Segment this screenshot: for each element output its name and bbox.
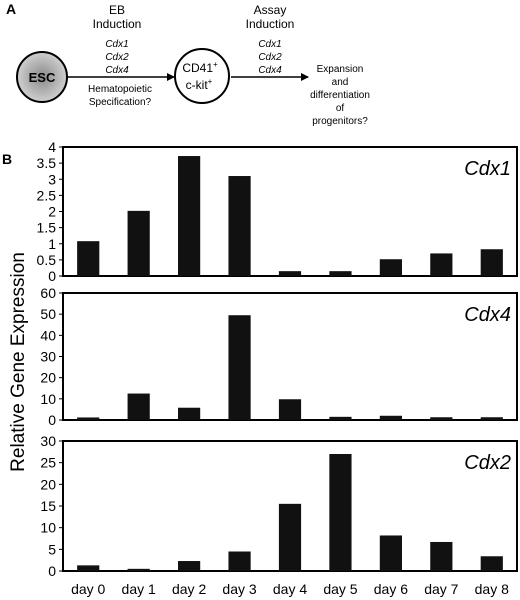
assay-gene-cdx2: Cdx2 [258,52,282,63]
eb-gene-cdx1: Cdx1 [105,39,128,50]
bar-day-7 [430,417,453,420]
bar-day-7 [430,541,453,571]
panel-b: B Relative Gene Expression [2,151,29,472]
progenitor-cell-shape [174,48,230,104]
bar-day-0 [77,241,100,276]
x-tick-label: day 7 [424,581,458,597]
cell-marker-cd41: CD41+ [182,60,218,75]
y-tick-label: 40 [40,327,56,343]
eb-note-line2: Specification? [89,97,152,108]
y-tick-label: 2 [48,204,56,220]
bar-charts: 00.511.522.533.54Cdx10102030405060Cdx405… [37,139,518,597]
bar-day-6 [379,415,402,420]
y-tick-label: 1 [48,236,56,252]
assay-gene-cdx1: Cdx1 [258,39,281,50]
bar-day-5 [329,454,352,571]
panel-a: A ESC EB Induction Cdx1 Cdx2 Cdx4 Hemato… [6,1,370,127]
y-tick-label: 2.5 [37,187,57,203]
bar-day-2 [178,561,201,571]
bar-day-3 [228,551,251,571]
chart-title: Cdx2 [464,452,511,474]
y-tick-label: 50 [40,306,56,322]
bar-day-8 [480,249,503,276]
bar-day-8 [480,556,503,571]
esc-label: ESC [29,70,56,85]
outcome-line2: and [332,77,349,88]
bar-day-6 [379,259,402,276]
chart-title: Cdx4 [464,304,511,326]
bar-day-4 [278,503,302,571]
bar-day-0 [77,417,100,420]
bar-day-2 [178,156,201,276]
assay-gene-cdx4: Cdx4 [258,65,282,76]
chart-cdx2: 0 5 10 15 20 25 30 Cdx2 day 0 day 1 day 2 day 3 day … [40,433,518,597]
chart-cdx4: 0 10 20 30 40 50 60 Cdx4 [40,285,518,428]
x-tick-label: day 3 [222,581,256,597]
y-tick-label: 25 [40,455,56,471]
x-tick-label: day 5 [323,581,357,597]
bar-day-1 [127,568,150,571]
eb-title-line1: EB [109,3,125,17]
chart-cdx1: 00.511.522.533.54 Cdx1 [37,139,518,284]
chart-title: Cdx1 [464,158,511,180]
bar-day-5 [329,416,352,420]
y-tick-label: 0.5 [37,252,57,268]
y-tick-label: 15 [40,498,56,514]
bar-day-0 [77,565,100,571]
y-tick-label: 0 [48,268,56,284]
y-tick-label: 0 [48,563,56,579]
eb-note-line1: Hematopoietic [88,84,152,95]
y-tick-label: 3.5 [37,155,57,171]
panel-a-label: A [6,1,16,17]
esc-cell-shape [16,51,68,103]
outcome-line3: differentiation [310,90,370,101]
y-tick-label: 20 [40,476,56,492]
y-tick-label: 10 [40,520,56,536]
y-tick-label: 30 [40,349,56,365]
x-tick-label: day 6 [374,581,408,597]
cell-marker-ckit: c-kit+ [186,77,213,92]
eb-gene-cdx4: Cdx4 [105,65,129,76]
y-tick-label: 5 [48,541,56,557]
x-tick-label: day 4 [273,581,307,597]
y-tick-label: 0 [48,412,56,428]
assay-title-line2: Induction [246,17,295,31]
y-tick-label: 1.5 [37,220,57,236]
y-tick-label: 4 [48,139,56,155]
x-tick-label: day 8 [475,581,509,597]
outcome-line4: of [336,103,345,114]
bar-day-8 [480,417,503,420]
y-tick-label: 30 [40,433,56,449]
y-axis-label: Relative Gene Expression [8,252,29,472]
bar-day-4 [278,399,302,420]
panel-b-label: B [2,151,12,167]
bar-day-5 [329,271,352,276]
y-tick-label: 10 [40,391,56,407]
eb-gene-cdx2: Cdx2 [105,52,129,63]
bar-day-1 [127,393,150,420]
bar-day-3 [228,176,251,276]
bar-day-2 [178,407,201,420]
outcome-line5: progenitors? [312,116,368,127]
x-tick-label: day 1 [122,581,156,597]
y-tick-label: 20 [40,370,56,386]
eb-title-line2: Induction [93,17,142,31]
bar-day-3 [228,315,251,420]
bar-day-1 [127,210,150,276]
y-tick-label: 60 [40,285,56,301]
x-tick-label: day 0 [71,581,105,597]
bar-day-4 [278,271,302,276]
x-tick-label: day 2 [172,581,206,597]
assay-title-line1: Assay [254,3,287,17]
outcome-line1: Expansion [317,64,364,75]
y-tick-label: 3 [48,171,56,187]
bar-day-7 [430,253,453,276]
bar-day-6 [379,535,402,571]
